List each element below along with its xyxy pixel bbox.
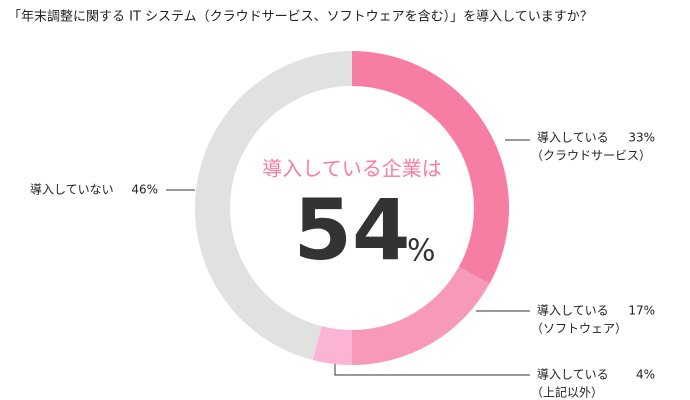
donut-segment [194, 51, 352, 361]
leader-line [334, 360, 530, 376]
donut-segment [312, 326, 352, 365]
segment-detail: （ソフトウェア） [531, 322, 627, 336]
value-label: 4% [636, 368, 655, 382]
center-value: 54 [294, 181, 411, 279]
segment-label: 導入していない [30, 183, 114, 197]
value-label: 17% [628, 304, 655, 318]
segment-detail: （上記以外） [531, 385, 603, 400]
chart-title: 「年末調整に関する IT システム（クラウドサービス、ソフトウェアを含む）」を導… [8, 9, 593, 25]
segment-detail: （クラウドサービス） [531, 149, 651, 163]
donut-segment [352, 51, 509, 284]
center-label: 導入している企業は [262, 157, 441, 181]
donut-segment [352, 266, 490, 365]
value-label: 46% [131, 183, 158, 197]
center-unit: % [407, 234, 436, 269]
segment-label: 導入している [537, 304, 609, 318]
segment-label: 導入している [537, 368, 609, 382]
value-label: 33% [628, 131, 655, 145]
segment-label: 導入している [537, 131, 609, 145]
